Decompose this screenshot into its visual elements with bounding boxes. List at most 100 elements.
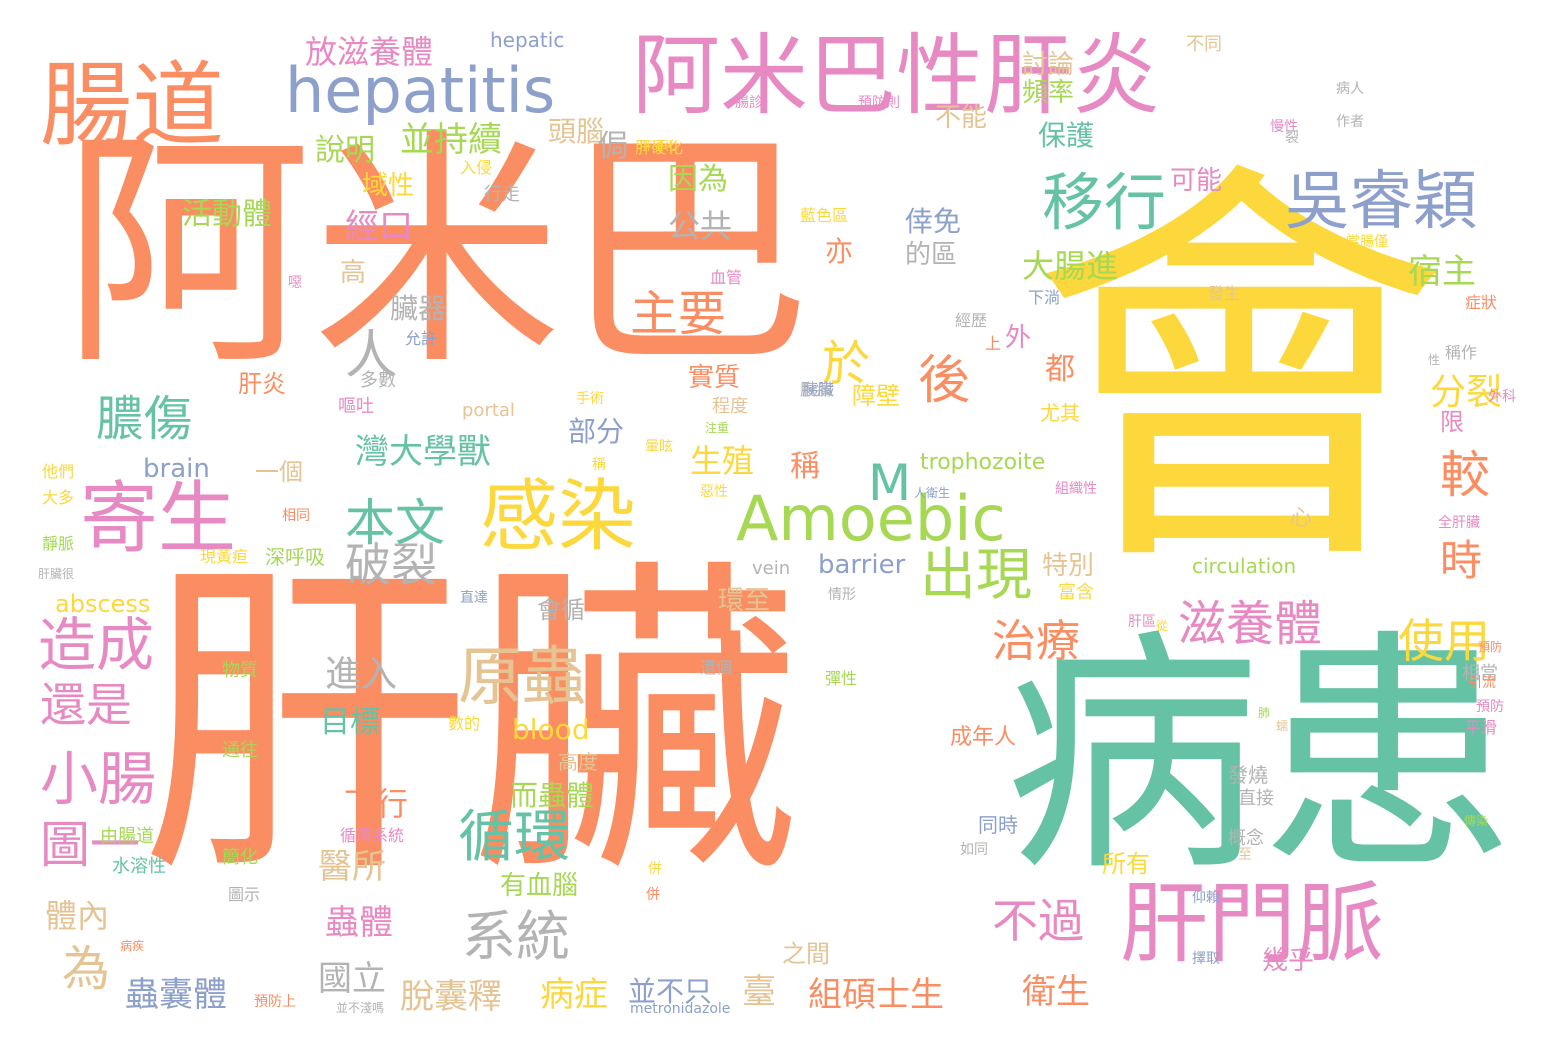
cloud-word: 出現: [920, 543, 1032, 608]
cloud-word: 數的: [448, 714, 481, 733]
cloud-word: 宿主: [1408, 252, 1476, 292]
cloud-word: 他們: [42, 462, 75, 481]
cloud-word: 裂: [1285, 130, 1299, 146]
cloud-word: 膿傷: [96, 391, 193, 447]
cloud-word: 幾乎: [1262, 946, 1315, 976]
cloud-word: 暈眩: [645, 439, 673, 455]
cloud-word: 肝門脈: [1120, 872, 1385, 975]
cloud-word: 外: [1005, 323, 1032, 353]
cloud-word: 相同: [282, 508, 310, 524]
cloud-word: 實質: [688, 363, 741, 393]
cloud-word: metronidazole: [630, 1001, 731, 1017]
cloud-word: 有血腦: [500, 871, 579, 901]
cloud-word: 行走: [484, 184, 520, 205]
cloud-word: 脫囊釋: [400, 977, 502, 1017]
cloud-word: 當腸僅: [1346, 234, 1388, 250]
cloud-word: trophozoite: [920, 450, 1046, 475]
cloud-word: 臺: [742, 972, 776, 1012]
cloud-word: 傳染: [1464, 814, 1489, 828]
cloud-word: 肝臟很: [38, 567, 75, 581]
cloud-word: 會循: [537, 596, 585, 624]
cloud-word: 障壁: [852, 382, 900, 410]
cloud-word: blood: [512, 713, 590, 746]
cloud-word: 活動體: [182, 197, 272, 232]
cloud-word: 較: [1440, 446, 1490, 504]
cloud-word: 心: [1290, 506, 1313, 531]
cloud-word: 使用: [1398, 614, 1490, 668]
cloud-word: 平滑: [1465, 718, 1498, 737]
cloud-word: 情形: [828, 587, 856, 603]
cloud-word: 圖示: [228, 885, 261, 904]
cloud-word: 蠕: [1276, 719, 1289, 733]
cloud-word: 循環: [458, 805, 570, 870]
cloud-word: 至: [1238, 847, 1252, 863]
cloud-word: 為: [62, 941, 111, 997]
cloud-word: 直達: [460, 590, 488, 606]
cloud-word: 因為: [668, 162, 728, 197]
cloud-word: 高度: [558, 750, 598, 774]
cloud-word: 灣大學獸: [355, 432, 491, 472]
cloud-word: 域性: [362, 171, 415, 201]
cloud-word: 並持續: [400, 120, 502, 160]
cloud-word: 下淌: [1028, 288, 1061, 307]
cloud-word: portal: [462, 400, 515, 421]
cloud-word: 侷: [598, 129, 628, 164]
cloud-word: 滋養體: [1178, 596, 1323, 652]
cloud-word: 發燒: [1228, 763, 1268, 787]
cloud-word: 病疾: [120, 939, 145, 953]
cloud-word: 性: [1428, 353, 1441, 367]
cloud-word: 高: [340, 258, 367, 288]
cloud-word: 胰臟: [802, 380, 835, 399]
cloud-word: barrier: [818, 550, 906, 580]
cloud-word: 靜脈: [42, 534, 75, 553]
cloud-word: 醫所: [318, 847, 386, 887]
cloud-word: 慢性: [1270, 119, 1298, 135]
cloud-word: 同時: [978, 813, 1018, 837]
cloud-word: 多數: [360, 370, 396, 391]
cloud-word: hepatitis: [285, 54, 556, 127]
cloud-word: Amoebic: [736, 482, 1006, 555]
cloud-word: 頻率: [1022, 78, 1075, 108]
cloud-word: 之間: [782, 940, 830, 968]
cloud-word: 人衛生: [914, 486, 951, 500]
cloud-word: 會: [1030, 130, 1450, 619]
cloud-word: 不過: [992, 894, 1084, 948]
cloud-word: 組織性: [1055, 481, 1097, 497]
cloud-word: 物質: [222, 660, 258, 681]
cloud-word: 目標: [320, 705, 380, 740]
cloud-word: 保護: [1038, 119, 1095, 152]
cloud-word: 作者: [1336, 114, 1364, 130]
cloud-word: 一個: [255, 458, 303, 486]
cloud-word: 全肝臟: [1438, 515, 1480, 531]
cloud-word: 環至: [718, 586, 771, 616]
cloud-word: 稱: [790, 449, 820, 484]
cloud-word: 仰賴: [1192, 890, 1220, 906]
cloud-word: 肝炎: [238, 370, 286, 398]
cloud-word: 如同: [960, 842, 988, 858]
cloud-word: 下行: [344, 785, 409, 823]
cloud-word: 組碩士生: [808, 975, 944, 1015]
cloud-word: 富含: [1058, 582, 1094, 603]
cloud-word: 擇取: [1192, 951, 1220, 967]
cloud-word: 經口: [345, 207, 413, 247]
cloud-word: 並不淺嗎: [336, 1001, 385, 1015]
cloud-word: 不同: [1186, 34, 1222, 55]
cloud-word: 尤其: [1040, 401, 1080, 425]
cloud-word: 於: [822, 336, 871, 392]
cloud-word: 由腸道: [100, 826, 154, 847]
cloud-word: 相當: [1462, 663, 1498, 684]
cloud-word: 允許: [405, 329, 438, 348]
cloud-word: 國立: [318, 959, 386, 999]
cloud-word: 衛生: [1022, 972, 1090, 1012]
cloud-word: 頭腦: [548, 115, 605, 148]
cloud-word: 併: [648, 861, 662, 877]
cloud-word: 手術: [576, 391, 604, 407]
cloud-word: 症狀: [1465, 293, 1498, 312]
cloud-word: 人: [345, 326, 398, 386]
cloud-word: 腸診: [735, 95, 763, 111]
cloud-word: 上: [985, 334, 1002, 353]
cloud-word: 小腸: [40, 745, 157, 813]
cloud-word: 藍色區: [800, 206, 849, 225]
cloud-word: 惡性: [700, 484, 728, 500]
